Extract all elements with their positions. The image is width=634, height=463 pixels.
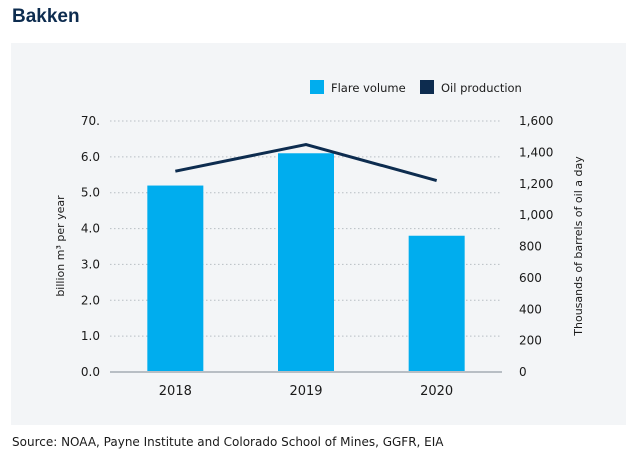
y-tick-label: 70. xyxy=(81,114,100,128)
legend-label-oil-production: Oil production xyxy=(441,81,522,95)
bar-2020 xyxy=(408,235,465,372)
y-right-tick-label: 1,600 xyxy=(519,114,553,128)
y-right-tick-label: 800 xyxy=(519,240,542,254)
y-axis-label: billion m³ per year xyxy=(54,195,67,297)
y-tick-label: 6.0 xyxy=(81,150,100,164)
x-tick-label: 2020 xyxy=(420,384,453,399)
legend-label-flare-volume: Flare volume xyxy=(331,81,406,95)
page-title: Bakken xyxy=(12,6,80,27)
x-tick-label: 2018 xyxy=(159,384,192,399)
y-tick-label: 0.0 xyxy=(81,365,100,379)
x-tick-label: 2019 xyxy=(289,384,322,399)
y-right-tick-label: 1,400 xyxy=(519,145,553,159)
y-tick-label: 1.0 xyxy=(81,329,100,343)
legend-swatch-oil-production xyxy=(420,80,434,94)
y-tick-label: 3.0 xyxy=(81,257,100,271)
y-right-tick-label: 1,000 xyxy=(519,208,553,222)
oil-production-line xyxy=(175,142,438,183)
y-right-axis-label: Thousands of barrels of oil a day xyxy=(572,156,585,337)
y-right-tick-label: 1,200 xyxy=(519,177,553,191)
y-right-tick-label: 0 xyxy=(519,365,527,379)
y-right-tick-label: 200 xyxy=(519,334,542,348)
legend-swatch-flare-volume xyxy=(310,80,324,94)
y-right-tick-label: 400 xyxy=(519,302,542,316)
y-tick-label: 4.0 xyxy=(81,222,100,236)
bar-2019 xyxy=(278,153,334,372)
y-tick-label: 2.0 xyxy=(81,293,100,307)
y-right-tick-label: 600 xyxy=(519,271,542,285)
y-tick-label: 5.0 xyxy=(81,186,100,200)
source-note: Source: NOAA, Payne Institute and Colora… xyxy=(12,435,444,449)
bar-2018 xyxy=(147,185,204,372)
